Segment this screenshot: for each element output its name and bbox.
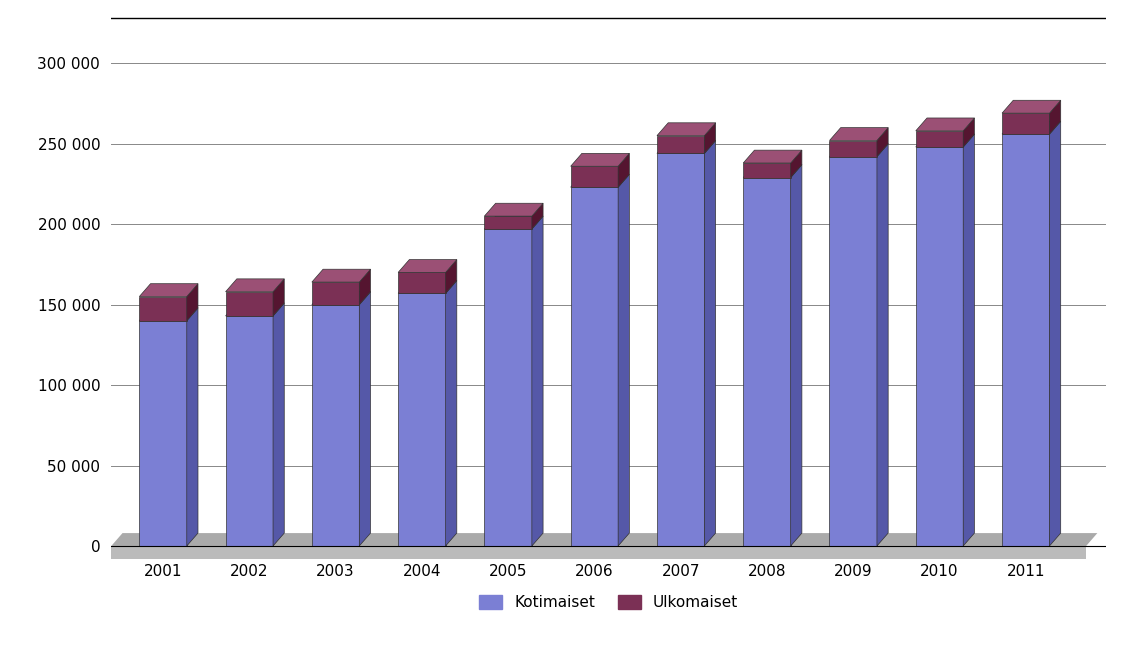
Polygon shape: [1049, 100, 1060, 134]
Polygon shape: [484, 216, 543, 229]
Bar: [398, 273, 445, 293]
Polygon shape: [274, 303, 285, 546]
Polygon shape: [360, 269, 371, 305]
Bar: [830, 156, 877, 546]
Polygon shape: [877, 144, 888, 546]
Bar: [916, 147, 963, 546]
Polygon shape: [139, 308, 198, 321]
Polygon shape: [830, 144, 888, 156]
Polygon shape: [187, 284, 198, 321]
Polygon shape: [274, 279, 285, 316]
Bar: [571, 166, 618, 187]
Bar: [743, 178, 790, 546]
Polygon shape: [657, 140, 715, 154]
Bar: [225, 316, 274, 546]
Bar: [830, 140, 877, 156]
Bar: [398, 293, 445, 546]
Bar: [743, 163, 790, 178]
Polygon shape: [790, 150, 802, 178]
Polygon shape: [963, 118, 974, 147]
Polygon shape: [531, 203, 543, 229]
Polygon shape: [571, 154, 629, 166]
Polygon shape: [877, 128, 888, 156]
Polygon shape: [571, 174, 629, 187]
Bar: [484, 229, 531, 546]
Polygon shape: [360, 292, 371, 546]
Polygon shape: [618, 174, 629, 546]
Polygon shape: [704, 123, 715, 154]
Polygon shape: [657, 123, 715, 136]
Polygon shape: [531, 216, 543, 546]
Bar: [1002, 113, 1049, 134]
Bar: [571, 187, 618, 546]
Polygon shape: [743, 150, 802, 163]
Bar: [657, 154, 704, 546]
Bar: [111, 546, 1086, 559]
Bar: [225, 292, 274, 316]
Bar: [139, 297, 187, 321]
Polygon shape: [312, 269, 371, 282]
Polygon shape: [1002, 100, 1060, 113]
Polygon shape: [830, 128, 888, 140]
Bar: [1002, 134, 1049, 546]
Polygon shape: [618, 154, 629, 187]
Polygon shape: [704, 140, 715, 546]
Bar: [916, 131, 963, 147]
Polygon shape: [225, 303, 285, 316]
Polygon shape: [139, 284, 198, 297]
Bar: [312, 305, 360, 546]
Polygon shape: [1049, 121, 1060, 546]
Polygon shape: [398, 281, 456, 293]
Bar: [139, 321, 187, 546]
Polygon shape: [916, 118, 974, 131]
Polygon shape: [445, 281, 456, 546]
Polygon shape: [743, 164, 802, 178]
Polygon shape: [790, 164, 802, 546]
Polygon shape: [916, 134, 974, 147]
Bar: [484, 216, 531, 229]
Bar: [657, 136, 704, 154]
Legend: Kotimaiset, Ulkomaiset: Kotimaiset, Ulkomaiset: [473, 589, 744, 617]
Polygon shape: [484, 203, 543, 216]
Polygon shape: [187, 308, 198, 546]
Bar: [312, 282, 360, 305]
Polygon shape: [398, 260, 456, 273]
Polygon shape: [1002, 121, 1060, 134]
Polygon shape: [312, 292, 371, 305]
Polygon shape: [963, 134, 974, 546]
Polygon shape: [225, 279, 285, 292]
Polygon shape: [111, 533, 1097, 546]
Polygon shape: [445, 260, 456, 293]
